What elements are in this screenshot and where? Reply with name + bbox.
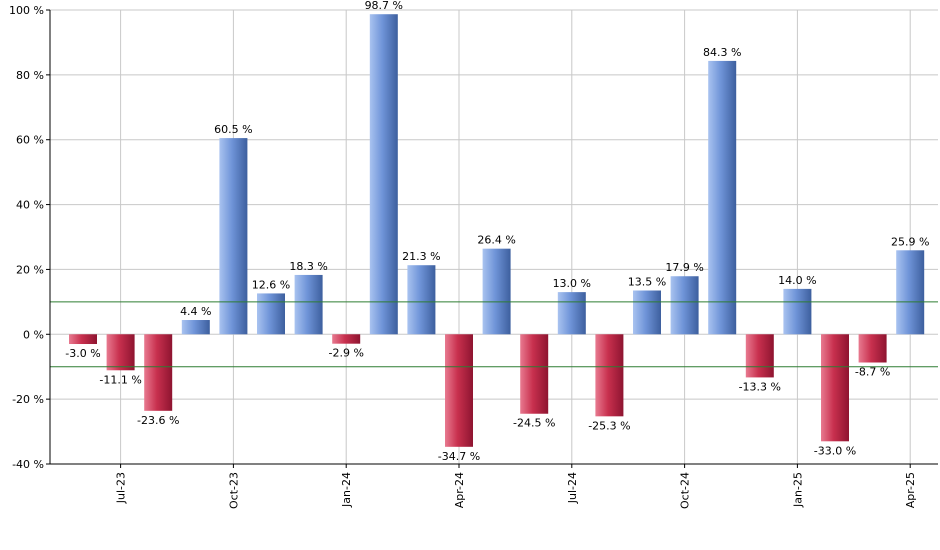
data-label: -33.0 %	[814, 444, 856, 457]
data-label: -13.3 %	[739, 380, 781, 393]
data-labels: -3.0 % -11.1 % -23.6 % 4.4 % 60.5 % 12.6 % 18.…	[65, 0, 929, 463]
bar	[369, 14, 398, 335]
data-label: 4.4 %	[180, 305, 211, 318]
y-tick-label: 60 %	[16, 134, 44, 147]
bar	[821, 334, 849, 442]
bar	[407, 265, 436, 335]
data-label: 18.3 %	[289, 260, 327, 273]
bar	[633, 290, 661, 335]
data-label: 17.9 %	[665, 261, 703, 274]
y-tick-label: -40 %	[12, 458, 44, 471]
axes: 100 % 80 % 60 % 40 % 20 % 0 % -20 % -40 % Jul-23…	[9, 4, 938, 509]
x-tick-label: Jan-24	[340, 472, 353, 508]
data-label: 60.5 %	[214, 123, 252, 136]
data-label: -11.1 %	[99, 373, 141, 386]
data-label: 84.3 %	[703, 46, 741, 59]
bar	[783, 288, 812, 335]
bar	[219, 138, 248, 335]
bar	[708, 60, 737, 335]
bars	[69, 14, 925, 447]
bar	[670, 276, 699, 335]
x-tick-label: Apr-25	[904, 472, 917, 508]
y-tick-label: 0 %	[23, 328, 44, 341]
data-label: -25.3 %	[588, 419, 630, 432]
y-tick-label: 80 %	[16, 69, 44, 82]
data-label: -24.5 %	[513, 417, 555, 430]
x-tick-label: Jan-25	[791, 472, 804, 508]
data-label: -2.9 %	[328, 347, 363, 360]
y-tick-label: 40 %	[16, 199, 44, 212]
bar	[257, 293, 285, 335]
bar	[557, 292, 586, 335]
bar	[445, 334, 473, 447]
data-label: 13.5 %	[628, 276, 666, 289]
reference-lines	[50, 301, 938, 368]
x-tick-label: Apr-24	[453, 472, 466, 508]
bar	[745, 334, 774, 378]
bar	[482, 248, 511, 335]
data-label: -8.7 %	[855, 365, 890, 378]
bar	[144, 334, 173, 411]
x-tick-label: Oct-24	[679, 472, 692, 509]
bar	[858, 334, 887, 363]
data-label: 26.4 %	[477, 234, 515, 247]
data-label: -34.7 %	[438, 450, 480, 463]
bar	[106, 334, 135, 371]
data-label: 98.7 %	[365, 0, 403, 12]
bar	[896, 250, 925, 335]
data-label: 21.3 %	[402, 250, 440, 263]
data-label: -23.6 %	[137, 414, 179, 427]
x-tick-label: Jul-23	[115, 472, 128, 504]
data-label: 14.0 %	[778, 274, 816, 287]
y-tick-label: -20 %	[12, 393, 44, 406]
bar	[69, 334, 97, 345]
bar	[595, 334, 624, 417]
y-tick-label: 100 %	[9, 4, 44, 17]
data-label: -3.0 %	[65, 347, 100, 360]
bar	[294, 274, 323, 335]
x-tick-label: Oct-23	[227, 472, 240, 509]
bar	[520, 334, 549, 414]
data-label: 25.9 %	[891, 235, 929, 248]
x-tick-label: Jul-24	[566, 472, 579, 504]
bar	[181, 320, 210, 335]
bar	[332, 334, 361, 344]
data-label: 13.0 %	[553, 277, 591, 290]
y-tick-label: 20 %	[16, 263, 44, 276]
data-label: 12.6 %	[252, 278, 290, 291]
